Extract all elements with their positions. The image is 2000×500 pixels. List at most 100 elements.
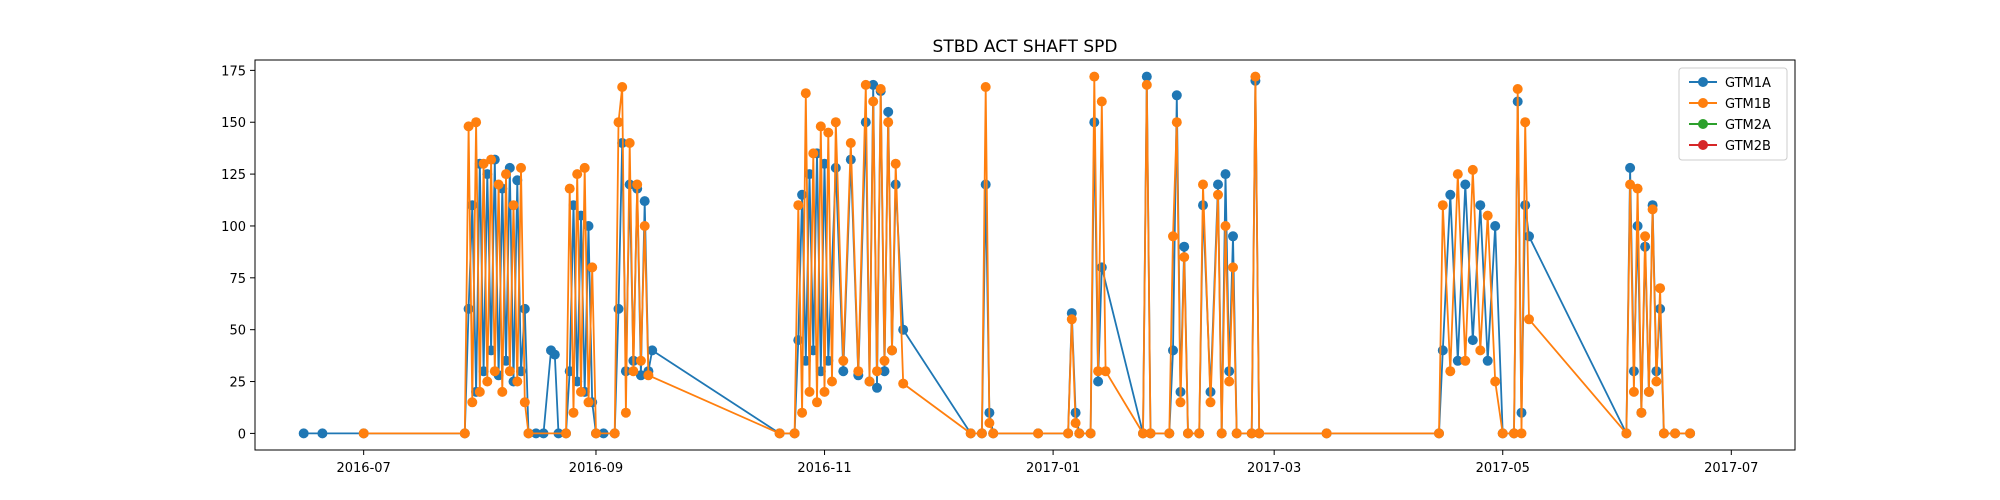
- data-point: [812, 397, 822, 408]
- data-point: [1475, 345, 1486, 356]
- data-point: [1085, 428, 1096, 439]
- data-point: [827, 376, 837, 387]
- y-tick-label: 50: [229, 324, 246, 339]
- data-point: [1509, 428, 1519, 439]
- x-axis: 2016-07 2016-09 2016-11 2017-01 2017-03 2017-…: [336, 450, 1758, 476]
- data-point: [1220, 221, 1231, 231]
- plot-frame: [254, 59, 1796, 451]
- data-point: [1093, 366, 1104, 377]
- x-tick-label: 2017-07: [1704, 461, 1758, 476]
- data-point: [797, 407, 808, 418]
- data-point: [482, 169, 493, 180]
- data-point: [1220, 169, 1231, 180]
- data-point: [628, 366, 639, 377]
- data-point: [579, 162, 590, 173]
- data-point: [617, 82, 628, 92]
- chart-title: STBD ACT SHAFT SPD: [933, 37, 1118, 57]
- data-point: [1490, 376, 1501, 387]
- data-point: [1482, 210, 1493, 221]
- data-point: [1138, 428, 1148, 439]
- data-point: [463, 303, 474, 314]
- data-point: [1460, 179, 1471, 190]
- data-point: [883, 117, 894, 128]
- data-point: [1216, 428, 1227, 439]
- data-point: [853, 366, 864, 377]
- data-point: [561, 428, 571, 439]
- data-point: [1194, 428, 1205, 439]
- data-point: [887, 345, 897, 356]
- data-point: [1231, 428, 1242, 439]
- data-point: [980, 179, 991, 190]
- data-point: [879, 366, 890, 377]
- data-point: [1655, 283, 1666, 294]
- data-point: [1452, 169, 1463, 180]
- data-point: [474, 386, 485, 397]
- data-point: [1066, 314, 1077, 325]
- data-point: [1445, 366, 1456, 377]
- data-point: [624, 138, 635, 148]
- data-point: [635, 370, 646, 381]
- data-point: [1520, 117, 1531, 128]
- data-point: [613, 303, 624, 314]
- legend-swatch-marker: [1698, 140, 1708, 150]
- data-point: [647, 345, 658, 356]
- data-point: [1670, 428, 1681, 439]
- data-point: [1437, 200, 1448, 211]
- y-tick-label: 175: [221, 64, 246, 79]
- data-point: [1033, 428, 1044, 439]
- data-point: [501, 169, 511, 180]
- data-point: [1093, 376, 1104, 387]
- y-tick-label: 100: [221, 220, 246, 235]
- legend-box: [1678, 67, 1788, 161]
- data-point: [572, 169, 583, 180]
- data-point: [519, 397, 530, 408]
- data-point: [1145, 428, 1156, 439]
- data-point: [493, 179, 504, 190]
- data-point: [793, 335, 804, 346]
- data-point: [1625, 162, 1636, 173]
- y-tick-label: 25: [229, 376, 246, 391]
- legend-label: GTM2B: [1725, 139, 1771, 154]
- data-point: [519, 303, 530, 314]
- data-point: [1228, 262, 1238, 273]
- data-point: [1490, 221, 1501, 231]
- data-point: [1198, 179, 1208, 190]
- data-point: [1246, 428, 1257, 439]
- data-point: [1632, 183, 1643, 194]
- data-point: [620, 407, 631, 418]
- y-tick-label: 0: [238, 427, 246, 442]
- data-point: [1445, 189, 1456, 200]
- x-tick-label: 2016-07: [336, 461, 390, 476]
- data-point: [988, 428, 999, 439]
- data-point: [1164, 428, 1175, 439]
- data-point: [1141, 71, 1152, 82]
- data-point: [1512, 84, 1523, 94]
- y-tick-label: 75: [229, 272, 246, 287]
- data-point: [508, 200, 519, 211]
- data-point: [980, 82, 991, 92]
- data-point: [1171, 90, 1182, 101]
- data-point: [898, 378, 909, 389]
- data-point: [1516, 428, 1527, 439]
- legend-swatch-marker: [1698, 119, 1708, 129]
- data-point: [1224, 376, 1235, 387]
- y-tick-label: 150: [221, 116, 246, 131]
- data-point: [883, 106, 894, 117]
- legend-item-gtm2b: GTM2B: [1689, 139, 1771, 154]
- data-point: [1141, 79, 1152, 90]
- data-point: [815, 121, 826, 132]
- data-point: [1452, 355, 1463, 366]
- legend-item-gtm1a: GTM1A: [1689, 76, 1771, 91]
- series-layer: [298, 71, 1696, 439]
- data-point: [467, 397, 478, 408]
- data-point: [1168, 231, 1178, 242]
- data-point: [868, 96, 879, 107]
- data-point: [609, 428, 620, 439]
- data-point: [823, 127, 834, 138]
- data-point: [872, 366, 882, 377]
- data-point: [591, 428, 601, 439]
- data-point: [774, 428, 785, 439]
- data-point: [797, 189, 808, 200]
- legend-item-gtm2a: GTM2A: [1689, 118, 1771, 133]
